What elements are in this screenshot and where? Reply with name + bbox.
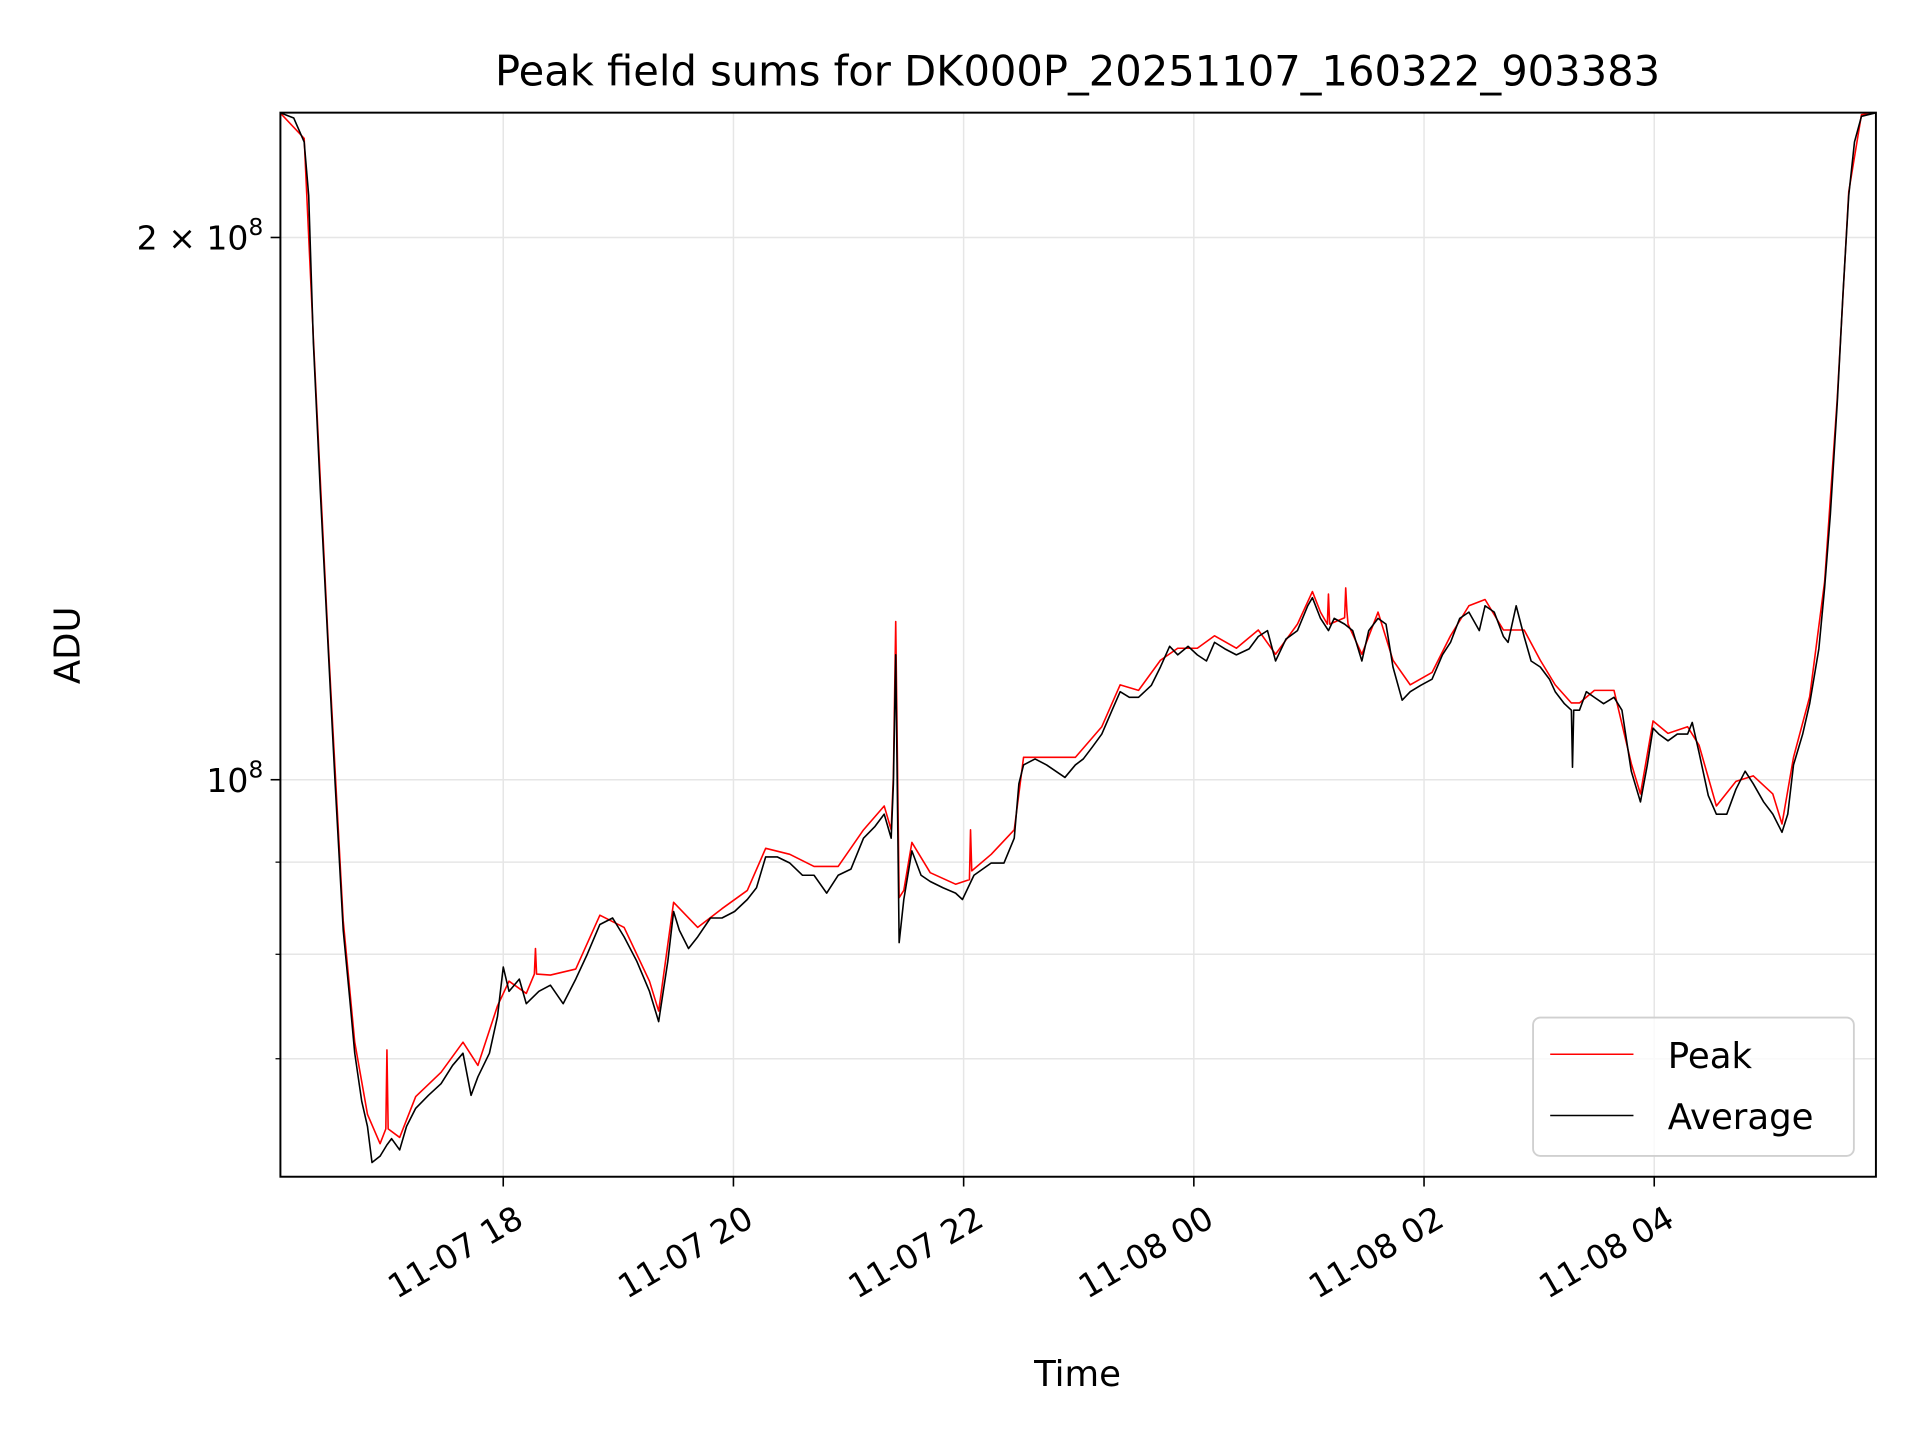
series-layer bbox=[280, 112, 1876, 1164]
grid bbox=[280, 112, 1876, 1177]
y-tick-label-base: 2 × 10 bbox=[137, 219, 249, 258]
axes-frame bbox=[279, 111, 1877, 1178]
x-axis-label: Time bbox=[1033, 1354, 1121, 1395]
legend: Peak Average bbox=[1532, 1016, 1855, 1157]
y-tick-label-exponent: 8 bbox=[248, 214, 263, 241]
y-tick-label: 108 bbox=[206, 756, 263, 800]
series-average-line bbox=[280, 112, 1876, 1164]
chart-title: Peak field sums for DK000P_20251107_1603… bbox=[495, 47, 1660, 96]
y-tick-label: 2 × 108 bbox=[137, 214, 264, 258]
y-axis-label: ADU bbox=[48, 607, 89, 685]
y-tick-label-base: 10 bbox=[206, 761, 248, 800]
legend-peak-label: Peak bbox=[1668, 1036, 1753, 1077]
legend-box bbox=[1532, 1016, 1855, 1157]
legend-average-label: Average bbox=[1668, 1097, 1814, 1138]
y-tick-label-exponent: 8 bbox=[248, 756, 263, 783]
